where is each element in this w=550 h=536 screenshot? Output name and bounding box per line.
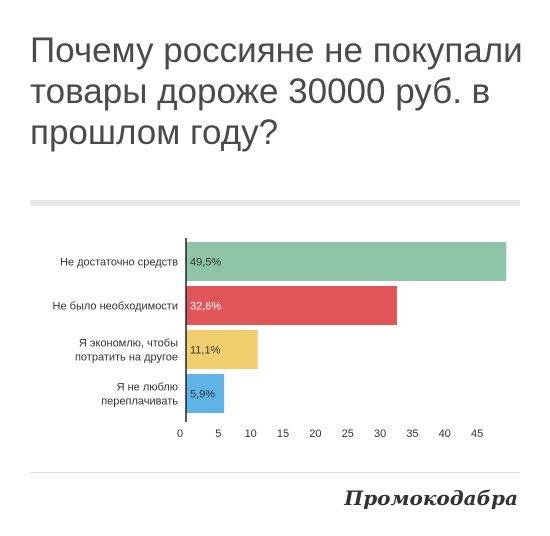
category-labels-group: Не достаточно средств Не было необходимос… bbox=[53, 257, 179, 408]
x-tick-5: 5 bbox=[215, 428, 221, 440]
x-tick-35: 35 bbox=[406, 428, 418, 440]
value-label-4: 5,9% bbox=[190, 389, 215, 401]
footer-divider bbox=[30, 472, 520, 473]
x-tick-45: 45 bbox=[471, 428, 483, 440]
bar-3 bbox=[186, 330, 258, 369]
value-label-2: 32,6% bbox=[190, 301, 221, 313]
chart-title: Почему россияне не покупали товары дорож… bbox=[30, 31, 523, 152]
x-tick-25: 25 bbox=[342, 428, 354, 440]
category-label-4: Я не люблю переплачивать bbox=[101, 382, 178, 408]
x-tick-15: 15 bbox=[277, 428, 289, 440]
x-tick-20: 20 bbox=[309, 428, 321, 440]
value-labels-group: 49,5% 32,6% 11,1% 5,9% bbox=[190, 257, 221, 401]
category-label-1: Не достаточно средств bbox=[60, 257, 178, 269]
x-tick-30: 30 bbox=[374, 428, 386, 440]
x-tick-40: 40 bbox=[439, 428, 451, 440]
bars-group bbox=[186, 242, 507, 413]
title-divider bbox=[30, 200, 520, 206]
bar-chart: Не достаточно средств Не было необходимос… bbox=[53, 238, 507, 440]
bar-2 bbox=[186, 286, 397, 325]
bar-4 bbox=[186, 374, 225, 413]
value-label-3: 11,1% bbox=[190, 345, 221, 357]
value-label-1: 49,5% bbox=[190, 257, 221, 269]
x-tick-0: 0 bbox=[177, 428, 183, 440]
x-tick-10: 10 bbox=[245, 428, 257, 440]
category-label-3: Я экономлю, чтобы потратить на другое bbox=[75, 338, 178, 364]
brand-logo: Промокодабра bbox=[344, 486, 518, 510]
x-ticks-group: 0 5 10 15 20 25 30 35 40 45 bbox=[177, 428, 483, 440]
category-label-2: Не было необходимости bbox=[53, 301, 178, 313]
bar-1 bbox=[186, 242, 507, 281]
